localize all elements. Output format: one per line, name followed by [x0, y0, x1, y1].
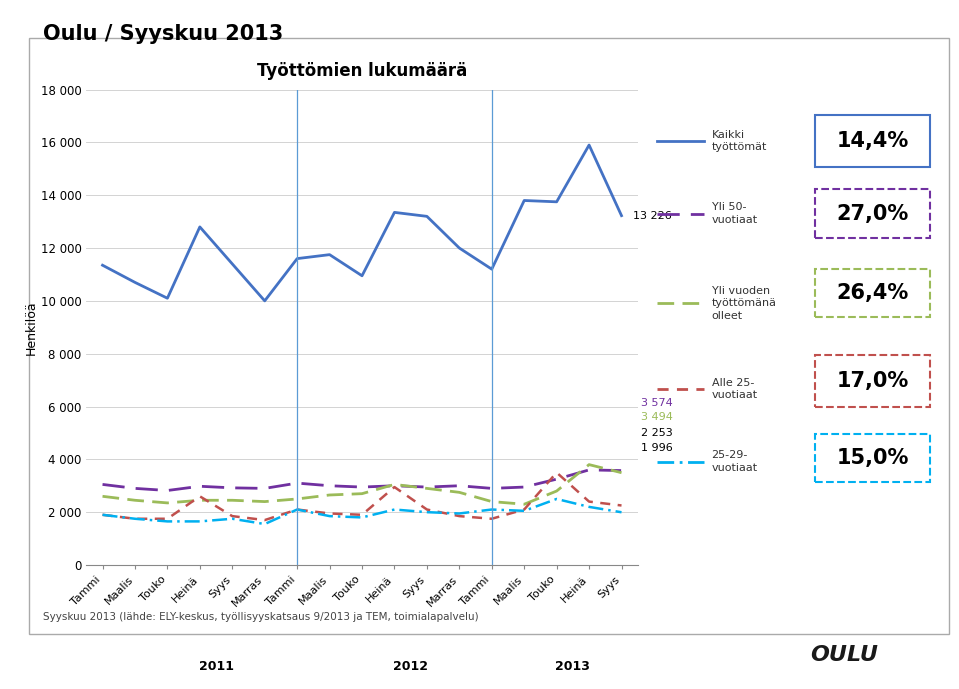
- Text: Syyskuu 2013 (lähde: ELY-keskus, työllisyyskatsaus 9/2013 ja TEM, toimialapalvel: Syyskuu 2013 (lähde: ELY-keskus, työllis…: [43, 612, 479, 621]
- Text: 2012: 2012: [393, 660, 428, 673]
- Text: Oulu / Syyskuu 2013: Oulu / Syyskuu 2013: [43, 24, 284, 44]
- Text: 2011: 2011: [199, 660, 234, 673]
- Text: Kaikki
työttömät: Kaikki työttömät: [712, 130, 767, 152]
- Text: 2 253: 2 253: [641, 428, 672, 438]
- Text: 2013: 2013: [555, 660, 591, 673]
- Text: 1 996: 1 996: [641, 443, 672, 453]
- Text: 3 494: 3 494: [641, 412, 672, 422]
- Text: 17,0%: 17,0%: [836, 371, 909, 391]
- Text: Alle 25-
vuotiaat: Alle 25- vuotiaat: [712, 378, 758, 400]
- Y-axis label: Henkilöä: Henkilöä: [25, 300, 37, 355]
- Text: 25-29-
vuotiaat: 25-29- vuotiaat: [712, 451, 758, 473]
- Text: 13 226: 13 226: [633, 211, 671, 220]
- Text: 14,4%: 14,4%: [836, 131, 909, 152]
- Title: Työttömien lukumäärä: Työttömien lukumäärä: [257, 62, 467, 80]
- Text: Yli vuoden
työttömänä
olleet: Yli vuoden työttömänä olleet: [712, 286, 777, 320]
- Text: 27,0%: 27,0%: [836, 203, 909, 224]
- Text: 3 574: 3 574: [641, 398, 672, 408]
- Text: OULU: OULU: [810, 644, 877, 665]
- Text: Yli 50-
vuotiaat: Yli 50- vuotiaat: [712, 203, 758, 225]
- Text: 15,0%: 15,0%: [836, 448, 909, 469]
- Text: 26,4%: 26,4%: [836, 282, 909, 303]
